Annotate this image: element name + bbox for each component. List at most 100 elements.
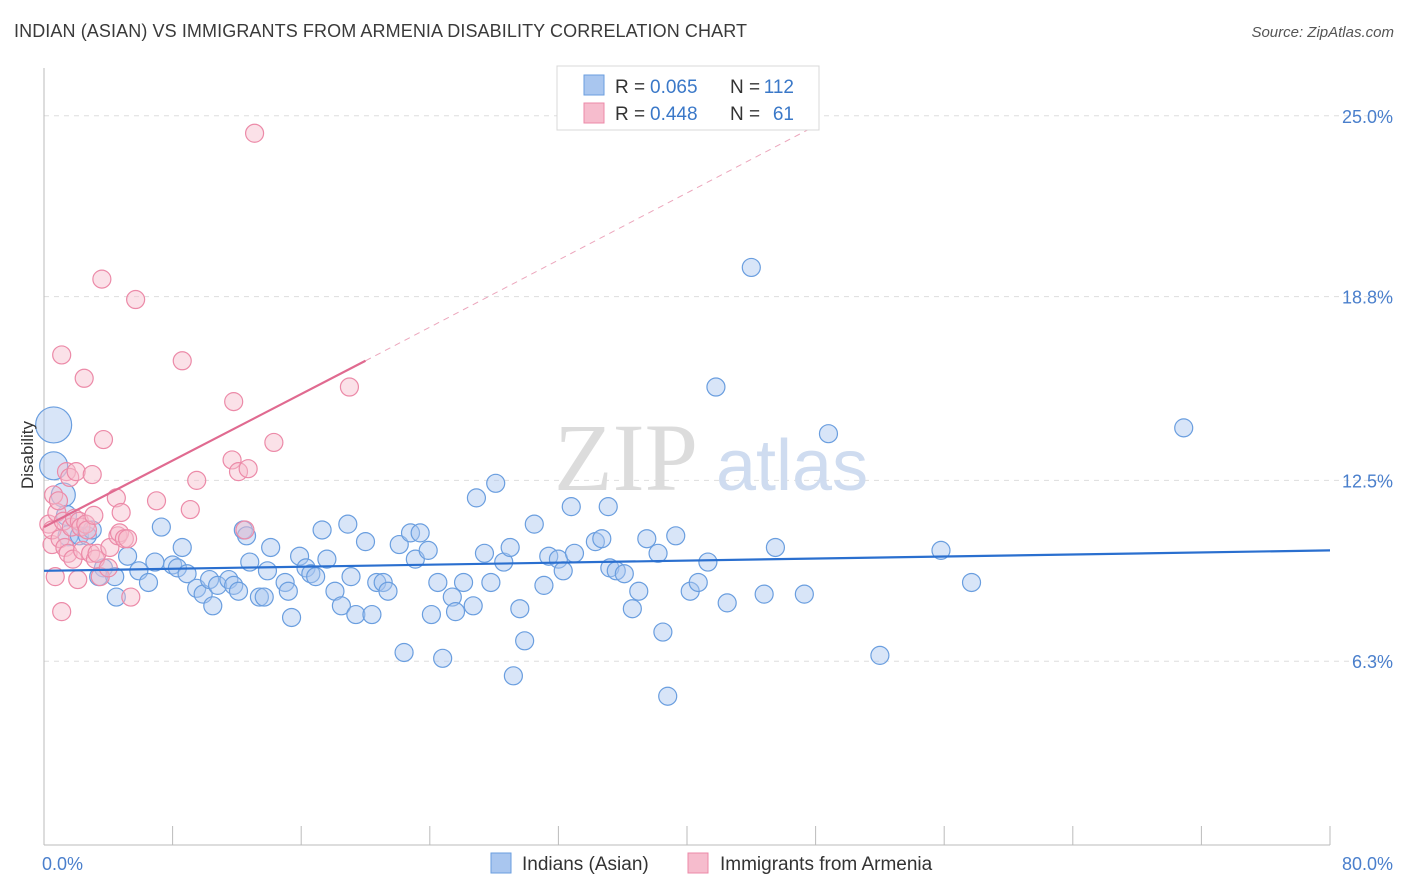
indians-asian-point-0	[35, 406, 73, 444]
indians-asian-point-66	[453, 572, 474, 593]
armenia-point-18	[66, 462, 86, 482]
indians-asian-point-89	[614, 564, 634, 584]
indians-asian-point-106	[818, 424, 839, 444]
watermark-atlas: atlas	[716, 426, 868, 506]
indians-asian-point-16	[151, 517, 171, 537]
armenia-point-53	[244, 123, 265, 143]
indians-asian-point-69	[474, 543, 495, 563]
armenia-point-34	[98, 558, 118, 578]
bottom-legend-label-blue: Indians (Asian)	[522, 854, 649, 875]
legend-swatch-blue	[583, 74, 605, 96]
bottom-legend-swatch-pink	[687, 852, 709, 874]
indians-asian-point-74	[503, 666, 523, 686]
indians-asian-point-70	[481, 572, 501, 593]
indians-asian-point-47	[338, 514, 358, 534]
indians-asian-point-92	[637, 529, 657, 549]
indians-asian-point-46	[331, 596, 351, 616]
series-immigrants-armenia	[39, 123, 360, 622]
indians-asian-point-104	[794, 584, 814, 604]
armenia-point-55	[339, 377, 360, 397]
indians-asian-point-65	[445, 602, 466, 622]
indians-asian-point-81	[553, 561, 573, 581]
indians-asian-point-94	[653, 622, 673, 642]
armenia-point-48	[222, 450, 242, 470]
grid-lines	[44, 115, 1392, 662]
indians-asian-point-77	[524, 514, 544, 534]
indians-asian-point-105	[706, 377, 726, 397]
indians-asian-point-68	[466, 488, 487, 508]
bottom-legend-label-pink: Immigrants from Armenia	[720, 854, 933, 875]
armenia-point-46	[180, 499, 200, 520]
watermark-zip: ZIP	[554, 404, 698, 511]
trend-line-armenia-extension	[365, 121, 824, 362]
armenia-point-45	[172, 351, 192, 371]
armenia-point-6	[48, 491, 69, 511]
indians-asian-point-14	[138, 572, 159, 593]
legend-n-value-1: 112	[764, 77, 794, 98]
indians-asian-point-93	[648, 543, 668, 563]
indians-asian-point-24	[203, 596, 223, 616]
indians-asian-point-48	[341, 567, 361, 587]
indians-asian-point-63	[433, 648, 453, 668]
armenia-point-9	[52, 602, 72, 622]
indians-asian-point-35	[261, 537, 281, 558]
indians-asian-point-86	[598, 497, 618, 517]
armenia-point-44	[146, 491, 167, 511]
indians-asian-point-96	[666, 526, 686, 546]
armenia-point-32	[92, 269, 112, 289]
indians-asian-point-76	[515, 631, 535, 651]
armenia-point-51	[235, 520, 255, 540]
armenia-point-42	[121, 587, 141, 607]
indians-asian-point-91	[629, 581, 649, 601]
indians-asian-point-99	[698, 552, 718, 572]
indians-asian-point-78	[534, 575, 554, 595]
armenia-point-39	[111, 502, 131, 523]
armenia-point-12	[56, 462, 77, 482]
indians-asian-point-62	[428, 572, 448, 593]
armenia-point-54	[264, 432, 284, 453]
indians-asian-point-34	[257, 561, 278, 581]
indians-asian-point-53	[373, 572, 393, 593]
indians-asian-point-103	[765, 537, 786, 558]
indians-asian-point-109	[961, 572, 982, 593]
armenia-point-52	[238, 459, 258, 479]
indians-asian-point-95	[658, 686, 678, 706]
indians-asian-point-51	[362, 604, 382, 625]
source-credit: Source: ZipAtlas.com	[1251, 24, 1394, 41]
y-axis-label: Disability	[18, 420, 37, 489]
armenia-point-41	[117, 529, 138, 549]
indians-asian-point-42	[306, 567, 326, 587]
indians-asian-point-64	[442, 587, 462, 607]
indians-asian-point-11	[106, 587, 126, 607]
legend-r-label-2: R =	[615, 104, 645, 125]
indians-asian-point-12	[117, 546, 138, 566]
indians-asian-point-100	[717, 593, 737, 613]
x-tick-label-1: 80.0%	[1342, 854, 1393, 874]
y-tick-label-1: 12.5%	[1342, 471, 1393, 491]
indians-asian-point-57	[400, 523, 421, 543]
armenia-point-23	[74, 368, 94, 388]
armenia-point-49	[224, 392, 244, 412]
bottom-legend-swatch-blue	[490, 852, 512, 874]
indians-asian-point-110	[1174, 418, 1194, 438]
armenia-point-8	[52, 345, 72, 365]
armenia-point-43	[126, 289, 146, 310]
indians-asian-point-55	[389, 534, 409, 555]
indians-asian-point-71	[486, 473, 506, 493]
chart-title: INDIAN (ASIAN) VS IMMIGRANTS FROM ARMENI…	[14, 21, 748, 41]
bottom-legend: Indians (Asian) Immigrants from Armenia	[490, 852, 933, 875]
armenia-point-27	[82, 464, 102, 485]
indians-asian-point-67	[463, 596, 483, 616]
legend-r-label-1: R =	[615, 77, 645, 98]
trend-line-indians-asian	[43, 549, 1331, 572]
legend-r-value-2: 0.448	[650, 104, 698, 125]
indians-asian-point-75	[510, 599, 530, 619]
indians-asian-point-85	[592, 529, 612, 549]
x-tick-labels: 0.0% 80.0%	[42, 854, 1393, 874]
indians-asian-point-37	[278, 581, 298, 601]
indians-asian-point-61	[421, 604, 442, 625]
armenia-point-28	[84, 505, 104, 525]
y-tick-labels: 6.3% 12.5% 18.8% 25.0%	[1342, 107, 1393, 672]
legend-box: R = 0.065 N = 112 R = 0.448 N = 61	[556, 65, 820, 131]
